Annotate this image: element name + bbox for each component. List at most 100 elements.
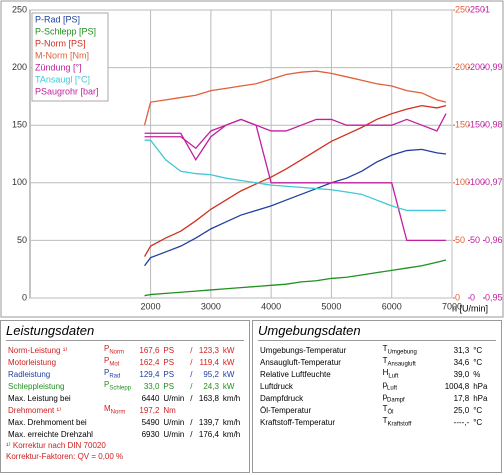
series-line: [144, 118, 446, 242]
label: Drehmoment ¹⁾: [8, 405, 62, 415]
cell: 95,2: [203, 369, 219, 379]
cell: PS: [163, 369, 175, 379]
symbol-main: T: [382, 356, 388, 366]
symbol-sub: Luft: [387, 385, 398, 392]
cell: 24,3: [203, 381, 219, 391]
symbol-main: T: [382, 416, 388, 426]
cell: 17,8: [453, 393, 470, 403]
y-tick-label: 0,99: [485, 62, 503, 72]
series-line: [143, 70, 447, 126]
cell: km/h: [222, 417, 241, 427]
row: Norm-Leistung ¹⁾ PNorm 167,6 PS / 123,3 kW: [6, 344, 244, 356]
cell: 162,4: [139, 357, 160, 367]
label: Dampfdruck: [260, 393, 304, 403]
cell: °C: [473, 345, 483, 355]
section-title: Umgebungsdaten: [258, 323, 496, 341]
series-line: [144, 148, 447, 267]
y-tick-label: 150: [455, 120, 470, 130]
symbol: PNorm: [102, 344, 135, 356]
y-tick-label: 0: [470, 292, 475, 302]
cell: km/h: [222, 429, 241, 439]
x-tick-label: 3000: [201, 301, 221, 311]
row: Ansaugluft-Temperatur TAnsaugluft 34,6 °C: [258, 356, 496, 368]
cell: PS: [163, 357, 175, 367]
cell: 31,3: [453, 345, 470, 355]
cell: 39,0: [453, 369, 470, 379]
label: Motorleistung: [8, 357, 57, 367]
symbol-sub: Schlepp: [109, 385, 132, 392]
cell: °C: [473, 357, 483, 367]
label: Ansaugluft-Temperatur: [260, 357, 341, 367]
cell: U/min: [163, 429, 185, 439]
environment-table: Umgebungs-Temperatur TUmgebung 31,3 °C Ansau…: [258, 344, 496, 428]
y-tick-label: 0,96: [485, 235, 503, 245]
symbol-sub: Norm: [110, 409, 126, 416]
symbol: [102, 392, 135, 404]
symbol: TÖl: [381, 404, 433, 416]
symbol-sub: Ansaugluft: [387, 361, 416, 368]
cell: 197,2: [139, 405, 160, 415]
y-tick-label: 250: [455, 4, 470, 14]
row: Dampfdruck pDampf 17,8 hPa: [258, 392, 496, 404]
symbol-main: T: [382, 344, 388, 354]
series-line: [144, 139, 446, 212]
symbol-main: P: [103, 368, 110, 378]
environment-box: Umgebungsdaten Umgebungs-Temperatur TUmgeb…: [252, 320, 502, 473]
cell: kW: [222, 345, 235, 355]
cell: /: [190, 429, 193, 439]
cell: °C: [473, 405, 483, 415]
row: Max. erreichte Drehzahl 6930 U/min / 176,4 km…: [6, 428, 244, 440]
symbol-main: P: [103, 356, 110, 366]
legend-entry: Zündung [°]: [35, 62, 82, 72]
symbol-sub: Mot: [109, 361, 120, 368]
section-title: Leistungsdaten: [6, 323, 244, 341]
symbol-main: p: [382, 392, 388, 402]
symbol: TUmgebung: [381, 344, 433, 356]
row: Drehmoment ¹⁾ MNorm 197,2 Nm: [6, 404, 244, 416]
y-tick-label: 100: [12, 177, 27, 187]
cell: 139,7: [198, 417, 219, 427]
series-line: [144, 113, 447, 150]
label: Max. Leistung bei: [8, 393, 71, 403]
row: Öl-Temperatur TÖl 25,0 °C: [258, 404, 496, 416]
note: Korrektur-Faktoren: QV = 0,00 %: [6, 452, 124, 461]
cell: kW: [222, 369, 235, 379]
symbol: pDampf: [381, 392, 433, 404]
cell: /: [190, 345, 193, 355]
symbol-sub: Öl: [387, 409, 394, 416]
x-tick-label: 2000: [141, 301, 161, 311]
performance-box: Leistungsdaten Norm-Leistung ¹⁾ PNorm 167,6…: [0, 320, 250, 473]
cell: 6440: [141, 393, 160, 403]
symbol-sub: Rad: [109, 373, 121, 380]
label: Umgebungs-Temperatur: [260, 345, 347, 355]
symbol: MNorm: [102, 404, 135, 416]
symbol: [102, 416, 135, 428]
legend-entry: P-Rad [PS]: [35, 14, 80, 24]
symbol: PRad: [102, 368, 135, 380]
y-tick-label: 100: [455, 177, 470, 187]
symbol-sub: Dampf: [387, 397, 405, 404]
y-tick-label: 200: [455, 62, 470, 72]
symbol: TKraftstoff: [381, 416, 433, 428]
cell: 167,6: [139, 345, 160, 355]
cell: /: [190, 369, 193, 379]
x-axis-label: n [U/min]: [452, 303, 488, 313]
y-tick-label: 0: [22, 292, 27, 302]
symbol-sub: Luft: [388, 373, 399, 380]
y-tick-label: 0,98: [485, 120, 503, 130]
y-tick-label: 150: [470, 120, 485, 130]
y-tick-label: 150: [12, 120, 27, 130]
tables: Leistungsdaten Norm-Leistung ¹⁾ PNorm 167,6…: [0, 320, 504, 475]
row: Radleistung PRad 129,4 PS / 95,2 kW: [6, 368, 244, 380]
symbol: PMot: [102, 356, 135, 368]
cell: hPa: [473, 393, 488, 403]
symbol-main: P: [103, 380, 110, 390]
cell: kW: [222, 357, 235, 367]
y-tick-label: 0: [455, 292, 460, 302]
cell: ----,-: [453, 417, 470, 427]
row: Motorleistung PMot 162,4 PS / 119,4 kW: [6, 356, 244, 368]
row: Max. Leistung bei 6440 U/min / 163,8 km/h: [6, 392, 244, 404]
cell: kW: [222, 381, 235, 391]
